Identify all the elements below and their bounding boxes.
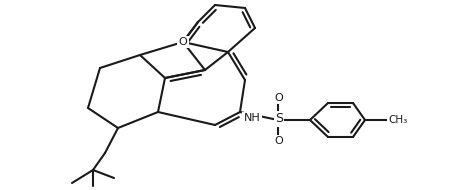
Text: O: O [275,136,283,146]
Text: NH: NH [244,113,261,123]
Text: O: O [275,93,283,103]
Text: S: S [275,112,283,126]
Text: CH₃: CH₃ [389,115,408,125]
Text: O: O [178,37,187,47]
